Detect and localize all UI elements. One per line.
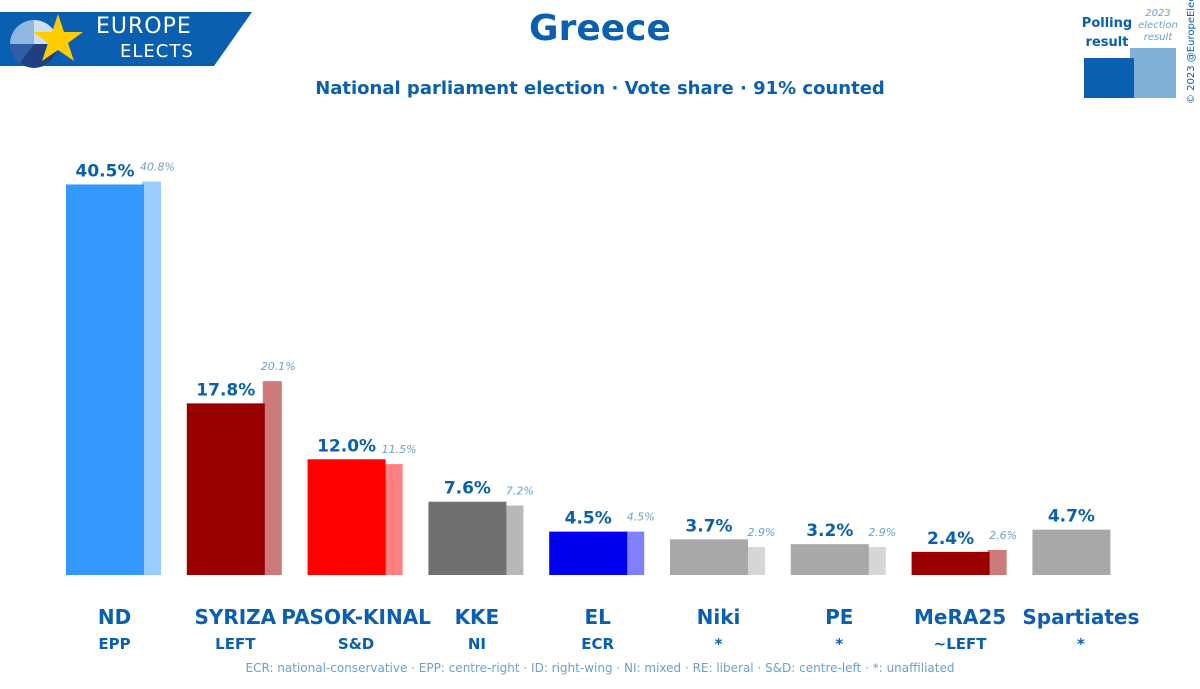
party-name-nd: ND — [98, 605, 131, 629]
party-group-nd: EPP — [98, 635, 130, 653]
party-name-pe: PE — [825, 605, 853, 629]
data-label-polling-pasok-kinal: 12.0% — [317, 436, 376, 456]
bar-polling-kke — [428, 501, 507, 575]
legend: Polling result 2023 election result — [1080, 8, 1200, 108]
data-label-polling-syriza: 17.8% — [196, 380, 255, 400]
data-label-previous-nd: 40.8% — [140, 161, 175, 174]
data-label-polling-niki: 3.7% — [685, 516, 732, 536]
party-group-mera25: ~LEFT — [934, 635, 988, 653]
bar-previous-nd — [142, 181, 161, 576]
legend-previous-label: 2023 election result — [1138, 8, 1178, 43]
bar-polling-el — [549, 531, 628, 575]
bar-previous-el — [625, 531, 645, 575]
data-label-polling-kke: 7.6% — [444, 479, 491, 499]
bar-polling-pasok-kinal — [307, 459, 386, 575]
data-label-previous-mera25: 2.6% — [989, 529, 1017, 542]
logo-text-elects: ELECTS — [120, 41, 194, 62]
party-name-el: EL — [584, 605, 611, 629]
bar-polling-nd — [66, 184, 144, 575]
bar-previous-kke — [504, 505, 524, 575]
bar-polling-pe — [790, 544, 869, 575]
bar-previous-pasok-kinal — [383, 464, 403, 575]
party-name-kke: KKE — [455, 605, 500, 629]
bar-polling-niki — [670, 539, 748, 575]
logo-text-europe: EUROPE — [96, 14, 192, 39]
data-label-previous-kke: 7.2% — [506, 485, 534, 498]
group-footnote: ECR: national-conservative · EPP: centre… — [245, 661, 955, 675]
bar-previous-mera25 — [987, 549, 1007, 575]
data-label-previous-el: 4.5% — [627, 511, 655, 524]
party-group-spartiates: * — [1077, 635, 1085, 653]
party-name-pasok-kinal: PASOK-KINAL — [281, 605, 431, 629]
data-label-previous-syriza: 20.1% — [261, 360, 296, 373]
bar-polling-syriza — [186, 403, 265, 575]
logo-graphic — [0, 12, 252, 68]
party-group-pasok-kinal: S&D — [338, 635, 374, 653]
data-label-polling-spartiates: 4.7% — [1048, 507, 1095, 527]
legend-polling-swatch — [1084, 58, 1134, 98]
data-label-previous-niki: 2.9% — [748, 526, 776, 539]
bar-previous-niki — [746, 547, 765, 575]
bar-polling-mera25 — [911, 551, 990, 575]
party-name-spartiates: Spartiates — [1022, 605, 1139, 629]
bar-previous-pe — [866, 547, 886, 575]
chart-subtitle: National parliament election · Vote shar… — [315, 78, 885, 99]
data-label-polling-pe: 3.2% — [806, 521, 853, 541]
party-group-kke: NI — [468, 635, 486, 653]
europe-elects-logo: EUROPE ELECTS — [0, 0, 260, 70]
legend-polling-label: Polling result — [1081, 16, 1133, 50]
party-group-el: ECR — [581, 635, 614, 653]
chart-title: Greece — [529, 8, 671, 49]
party-group-syriza: LEFT — [215, 635, 256, 653]
data-label-previous-pasok-kinal: 11.5% — [382, 443, 417, 456]
party-name-syriza: SYRIZA — [194, 605, 276, 629]
data-label-polling-nd: 40.5% — [76, 161, 135, 181]
party-name-mera25: MeRA25 — [914, 605, 1006, 629]
data-label-polling-el: 4.5% — [565, 509, 612, 529]
data-label-polling-mera25: 2.4% — [927, 529, 974, 549]
legend-previous-swatch — [1130, 48, 1176, 98]
data-label-previous-pe: 2.9% — [868, 526, 896, 539]
bar-previous-syriza — [262, 381, 282, 575]
party-name-niki: Niki — [697, 605, 741, 629]
bar-polling-spartiates — [1032, 529, 1111, 575]
party-group-niki: * — [715, 635, 723, 653]
party-group-pe: * — [835, 635, 843, 653]
